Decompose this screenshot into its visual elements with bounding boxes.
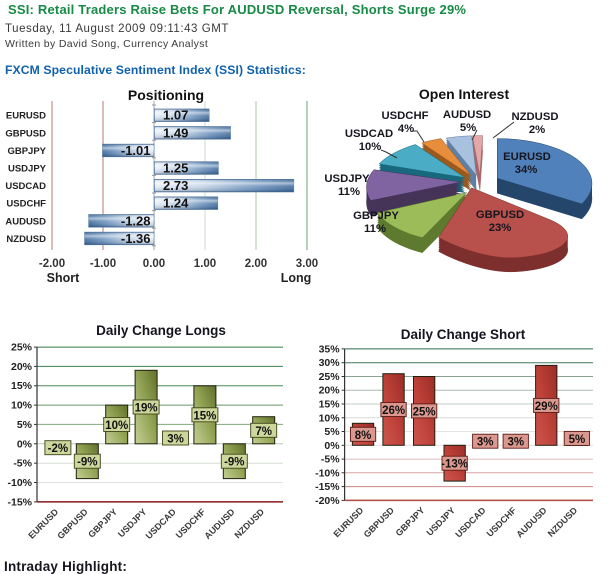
svg-text:USDCHF: USDCHF — [6, 199, 46, 210]
svg-text:3%: 3% — [167, 434, 184, 446]
svg-text:5%: 5% — [324, 426, 340, 438]
svg-text:35%: 35% — [319, 343, 341, 355]
svg-text:USDJPY: USDJPY — [424, 505, 457, 538]
svg-text:AUDUSD: AUDUSD — [514, 505, 549, 540]
svg-text:5%: 5% — [569, 434, 586, 446]
svg-text:19%: 19% — [135, 403, 158, 415]
svg-text:-10%: -10% — [315, 467, 340, 479]
svg-text:Positioning: Positioning — [128, 87, 204, 103]
svg-text:-2.00: -2.00 — [39, 258, 65, 270]
svg-text:15%: 15% — [193, 410, 216, 422]
svg-text:USDJPY: USDJPY — [324, 173, 370, 185]
svg-text:3%: 3% — [507, 437, 524, 449]
svg-text:10%: 10% — [319, 412, 341, 424]
svg-text:1.00: 1.00 — [194, 258, 216, 270]
svg-text:GBPJPY: GBPJPY — [86, 507, 119, 540]
svg-text:EURUSD: EURUSD — [503, 151, 551, 163]
svg-text:26%: 26% — [382, 405, 405, 417]
svg-text:2.00: 2.00 — [245, 258, 267, 270]
svg-text:GBPUSD: GBPUSD — [5, 128, 46, 139]
svg-text:-2%: -2% — [48, 443, 68, 455]
svg-text:GBPJPY: GBPJPY — [7, 146, 46, 157]
svg-text:-9%: -9% — [224, 457, 244, 469]
svg-text:-20%: -20% — [315, 495, 340, 507]
svg-text:EURUSD: EURUSD — [331, 505, 365, 539]
svg-text:AUDUSD: AUDUSD — [443, 109, 491, 121]
svg-text:GBPUSD: GBPUSD — [362, 505, 397, 540]
svg-text:10%: 10% — [11, 400, 33, 412]
svg-text:-1.01: -1.01 — [121, 143, 151, 158]
svg-text:2.73: 2.73 — [163, 178, 188, 193]
svg-text:GBPUSD: GBPUSD — [476, 209, 524, 221]
svg-text:-1.36: -1.36 — [121, 231, 151, 246]
svg-text:15%: 15% — [11, 380, 33, 392]
svg-text:10%: 10% — [105, 420, 128, 432]
svg-text:20%: 20% — [11, 361, 33, 373]
svg-text:Daily Change Longs: Daily Change Longs — [96, 323, 226, 338]
svg-text:-1.28: -1.28 — [121, 213, 151, 228]
svg-text:1.49: 1.49 — [163, 125, 188, 140]
svg-text:25%: 25% — [319, 371, 341, 383]
svg-text:0.00: 0.00 — [143, 258, 165, 270]
svg-text:11%: 11% — [364, 223, 386, 235]
svg-text:-5%: -5% — [321, 454, 340, 466]
svg-text:-1.00: -1.00 — [90, 258, 116, 270]
svg-text:USDCAD: USDCAD — [5, 181, 46, 192]
svg-text:3.00: 3.00 — [296, 258, 318, 270]
svg-text:1.24: 1.24 — [163, 196, 189, 211]
svg-text:AUDUSD: AUDUSD — [202, 506, 237, 541]
svg-text:2%: 2% — [529, 124, 545, 136]
svg-text:EURUSD: EURUSD — [26, 506, 60, 540]
svg-text:1.25: 1.25 — [163, 161, 188, 176]
svg-text:34%: 34% — [515, 164, 538, 176]
svg-text:23%: 23% — [489, 222, 512, 234]
svg-text:15%: 15% — [319, 399, 341, 411]
svg-text:Open Interest: Open Interest — [419, 86, 510, 102]
svg-text:10%: 10% — [359, 141, 382, 153]
svg-text:GBPJPY: GBPJPY — [394, 505, 427, 538]
svg-text:7%: 7% — [255, 426, 272, 438]
svg-text:25%: 25% — [413, 406, 436, 418]
svg-text:25%: 25% — [11, 342, 33, 354]
svg-text:NZDUSD: NZDUSD — [6, 234, 46, 245]
svg-text:Long: Long — [281, 271, 312, 285]
svg-text:11%: 11% — [338, 186, 360, 198]
svg-text:-13%: -13% — [441, 459, 468, 471]
svg-text:5%: 5% — [17, 419, 33, 431]
svg-text:0%: 0% — [324, 440, 340, 452]
svg-text:NZDUSD: NZDUSD — [233, 506, 267, 540]
svg-text:3%: 3% — [477, 437, 494, 449]
svg-text:USDJPY: USDJPY — [8, 164, 47, 175]
svg-text:GBPUSD: GBPUSD — [55, 506, 90, 541]
svg-text:29%: 29% — [535, 401, 558, 413]
svg-text:Daily Change Short: Daily Change Short — [401, 327, 526, 342]
svg-text:NZDUSD: NZDUSD — [511, 111, 558, 123]
svg-text:AUDUSD: AUDUSD — [5, 216, 46, 227]
svg-text:USDCAD: USDCAD — [144, 506, 179, 541]
svg-text:-10%: -10% — [7, 477, 32, 489]
svg-text:Short: Short — [47, 271, 80, 285]
svg-text:8%: 8% — [355, 430, 372, 442]
svg-text:EURUSD: EURUSD — [6, 111, 46, 122]
svg-text:5%: 5% — [460, 122, 476, 134]
svg-text:-15%: -15% — [7, 496, 32, 508]
svg-text:1.07: 1.07 — [163, 108, 188, 123]
svg-text:USDCAD: USDCAD — [453, 505, 488, 540]
svg-text:30%: 30% — [319, 357, 341, 369]
svg-text:0%: 0% — [17, 438, 33, 450]
svg-text:USDCAD: USDCAD — [345, 128, 393, 140]
svg-text:GBPJPY: GBPJPY — [353, 210, 399, 222]
svg-text:-5%: -5% — [13, 458, 32, 470]
svg-text:NZDUSD: NZDUSD — [546, 505, 580, 539]
svg-text:-15%: -15% — [315, 481, 340, 493]
svg-text:USDCHF: USDCHF — [381, 110, 428, 122]
svg-text:-9%: -9% — [77, 457, 97, 469]
svg-text:4%: 4% — [398, 123, 414, 135]
svg-text:20%: 20% — [319, 385, 341, 397]
svg-text:USDCHF: USDCHF — [485, 505, 519, 539]
